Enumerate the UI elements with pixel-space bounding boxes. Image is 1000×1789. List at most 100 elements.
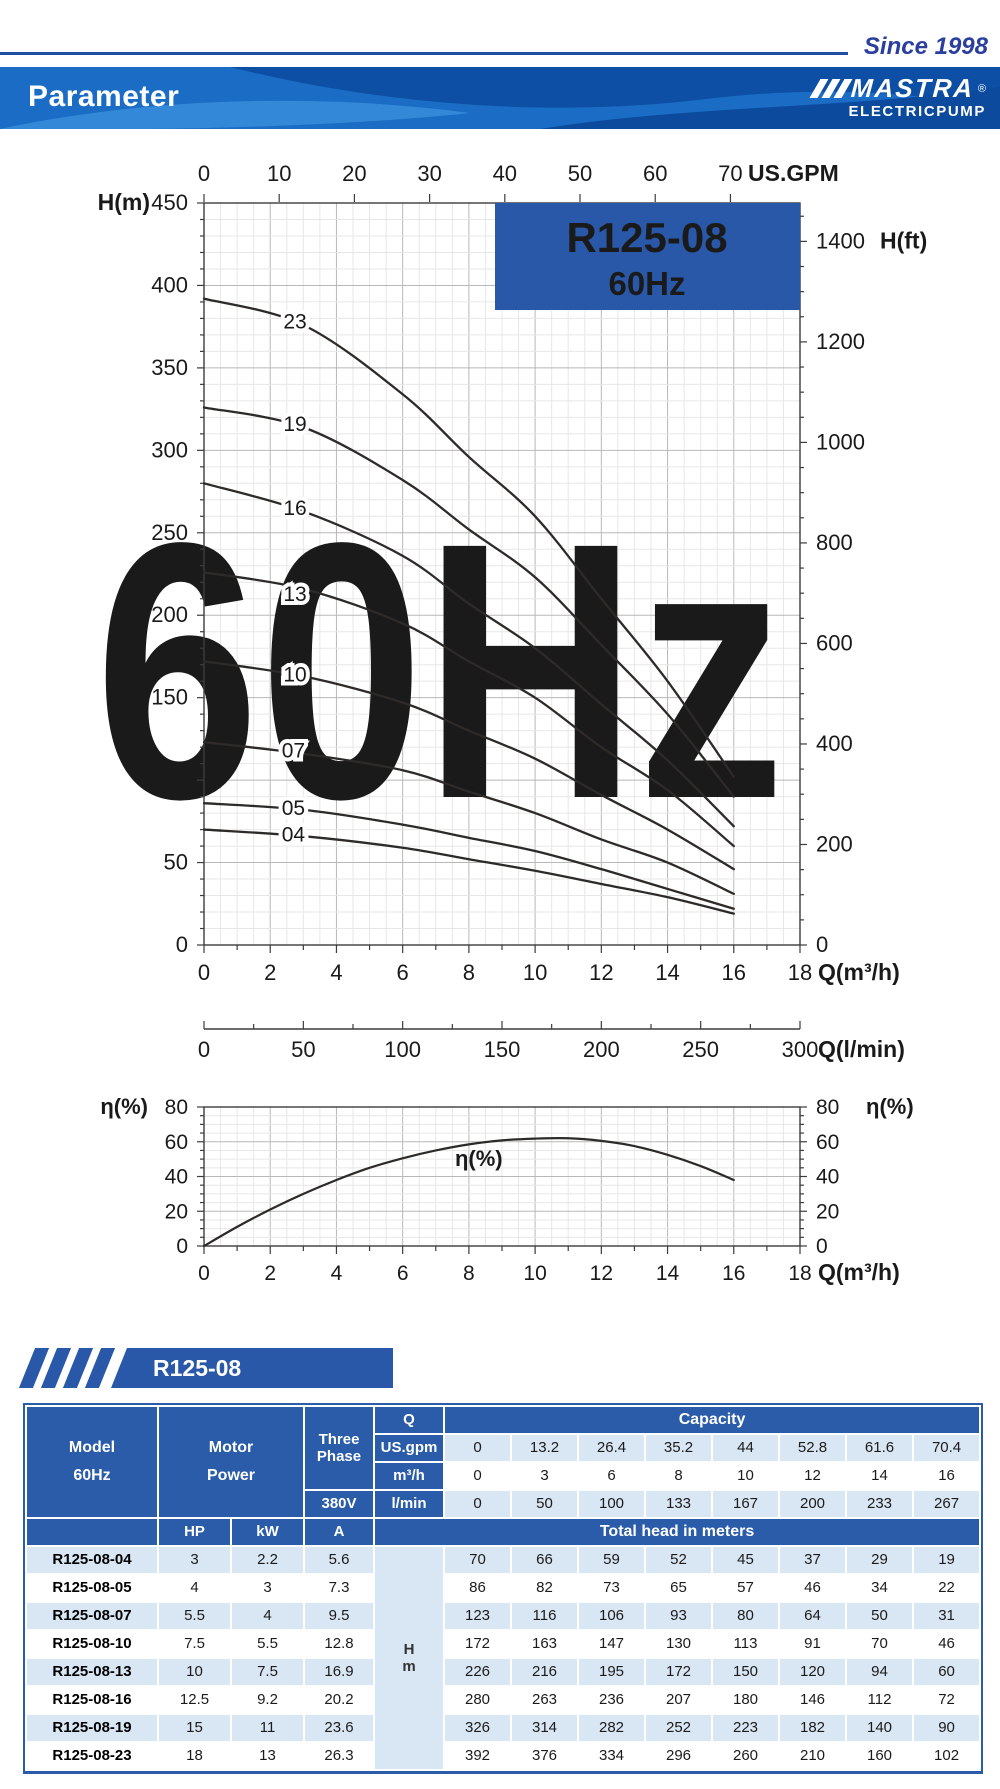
head-value: 34 xyxy=(845,1573,915,1603)
td-element: 5.5 xyxy=(157,1601,232,1631)
model-cell: R125-08-07 xyxy=(25,1601,159,1631)
head-value: 72 xyxy=(912,1685,982,1715)
text-element: 0 xyxy=(816,1235,828,1258)
head-value: 226 xyxy=(443,1657,513,1687)
table-row: R125-08-07 5.5 4 9.5 123 116 106 93 80 64 50 31 xyxy=(25,1601,982,1631)
head-value: 150 xyxy=(711,1657,781,1687)
head-value: 37 xyxy=(778,1545,848,1575)
text-element: 4 xyxy=(331,1262,343,1285)
text-element: 250 xyxy=(682,1037,719,1062)
text-element: 60 xyxy=(643,161,667,186)
text-element: 60Hz xyxy=(95,468,785,875)
head-value: 140 xyxy=(845,1713,915,1743)
td-element: 5.5 xyxy=(229,1629,306,1659)
model-cell: R125-08-04 xyxy=(25,1545,159,1575)
head-value: 263 xyxy=(510,1685,580,1715)
head-value: 29 xyxy=(845,1545,915,1575)
head-value: 314 xyxy=(510,1713,580,1743)
head-value: 210 xyxy=(778,1741,848,1771)
brand-name: MASTRA xyxy=(849,73,975,103)
text-element: 50 xyxy=(164,850,188,875)
text-element: 600 xyxy=(816,630,853,655)
tr-element: HP kW A Total head in meters xyxy=(25,1517,982,1547)
spec-table: Model 60Hz Motor Power Three Phase Q Capaci… xyxy=(25,1405,982,1771)
head-value: 180 xyxy=(711,1685,781,1715)
path-element xyxy=(540,87,1000,129)
text-element: 60 xyxy=(165,1131,188,1154)
td-element: 10 xyxy=(157,1657,232,1687)
head-value: 31 xyxy=(912,1601,982,1631)
header-band: Parameter MASTRA ® ELECTRICPUMP xyxy=(0,67,1000,129)
head-value: 392 xyxy=(443,1741,513,1771)
efficiency-grid xyxy=(204,1107,800,1246)
capacity-value: 233 xyxy=(845,1489,915,1519)
head-value: 86 xyxy=(443,1573,513,1603)
div-element: Motor xyxy=(208,1439,254,1457)
head-value: 22 xyxy=(912,1573,982,1603)
text-element: H(m) xyxy=(98,189,150,215)
td-element: 2.2 xyxy=(229,1545,306,1575)
section-banner-title: R125-08 xyxy=(111,1348,393,1388)
head-value: 326 xyxy=(443,1713,513,1743)
text-element: 50 xyxy=(291,1037,315,1062)
capacity-value: 61.6 xyxy=(845,1433,915,1463)
text-element: 0 xyxy=(176,1235,188,1258)
tbody-element: Model 60Hz Motor Power Three Phase Q Capaci… xyxy=(25,1405,982,1771)
text-element: 250 xyxy=(151,520,188,545)
pump-curve-16 xyxy=(202,482,735,828)
curve-label-05: 05 xyxy=(282,797,305,820)
text-element: 0 xyxy=(198,1037,210,1062)
text-element: 70 xyxy=(718,161,742,186)
capacity-value: 133 xyxy=(644,1489,714,1519)
capacity-value: 0 xyxy=(443,1433,513,1463)
capacity-header: Capacity xyxy=(443,1405,982,1435)
sub-header: HP xyxy=(157,1517,232,1547)
text-element: 0 xyxy=(198,960,210,985)
capacity-value: 52.8 xyxy=(778,1433,848,1463)
unit-label: m³/h xyxy=(373,1461,446,1491)
page-title: Parameter xyxy=(28,80,180,113)
text-element: 14 xyxy=(655,960,679,985)
section-banner: R125-08 xyxy=(18,1348,393,1388)
td-element: 9.5 xyxy=(303,1601,376,1631)
capacity-value: 35.2 xyxy=(644,1433,714,1463)
head-value: 172 xyxy=(644,1657,714,1687)
text-element: 8 xyxy=(463,1262,475,1285)
capacity-value: 14 xyxy=(845,1461,915,1491)
head-value: 19 xyxy=(912,1545,982,1575)
table-row: R125-08-19 15 11 23.6 326 314 282 252 223 182 140… xyxy=(25,1713,982,1743)
model-cell: R125-08-16 xyxy=(25,1685,159,1715)
td-element: 4 xyxy=(157,1573,232,1603)
capacity-value: 0 xyxy=(443,1461,513,1491)
registered-mark: ® xyxy=(977,82,986,95)
capacity-value: 16 xyxy=(912,1461,982,1491)
head-value: 376 xyxy=(510,1741,580,1771)
head-value: 146 xyxy=(778,1685,848,1715)
header-divider-line xyxy=(0,52,848,55)
head-value: 163 xyxy=(510,1629,580,1659)
td-element: 26.3 xyxy=(303,1741,376,1771)
td-element: 9.2 xyxy=(229,1685,306,1715)
text-element: 1400 xyxy=(816,228,865,253)
text-element: η(%) xyxy=(100,1094,148,1119)
td-element: 15 xyxy=(157,1713,232,1743)
text-element: 150 xyxy=(151,685,188,710)
head-value: 296 xyxy=(644,1741,714,1771)
td-element: 20.2 xyxy=(303,1685,376,1715)
text-element: 300 xyxy=(782,1037,819,1062)
curve-label-19: 19 xyxy=(283,413,306,436)
capacity-value: 70.4 xyxy=(912,1433,982,1463)
head-value: 252 xyxy=(644,1713,714,1743)
head-value: 260 xyxy=(711,1741,781,1771)
td-element: 13 xyxy=(229,1741,306,1771)
head-value: 216 xyxy=(510,1657,580,1687)
td-element: 23.6 xyxy=(303,1713,376,1743)
brand-logo-row: MASTRA ® xyxy=(809,73,986,104)
text-element: 16 xyxy=(722,1262,745,1285)
capacity-value: 3 xyxy=(510,1461,580,1491)
pump-curve-07 xyxy=(202,741,735,896)
div-element: Model xyxy=(68,1439,116,1457)
head-value: 46 xyxy=(778,1573,848,1603)
three-phase-header: Three Phase xyxy=(303,1405,376,1491)
table-row: R125-08-23 18 13 26.3 392 376 334 296 260 210 160… xyxy=(25,1741,982,1771)
